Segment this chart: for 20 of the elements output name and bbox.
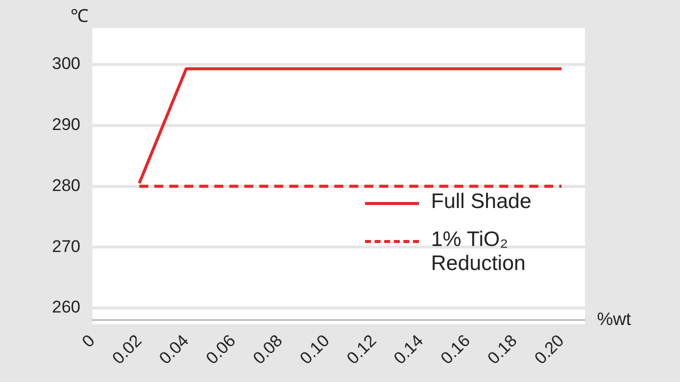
y-tick-label: 260 [52, 298, 80, 317]
x-tick-label: 0.12 [343, 331, 380, 368]
x-tick-label: 0.14 [390, 331, 427, 368]
x-tick-label: 0.06 [202, 331, 240, 368]
x-tick-label: 0.18 [484, 331, 521, 368]
y-axis-title: ℃ [70, 6, 88, 26]
y-tick-label: 270 [52, 236, 80, 256]
x-tick-label: 0.20 [530, 331, 568, 368]
x-tick-label: 0.10 [296, 331, 334, 368]
legend-label: 1% TiO₂ Reduction [431, 228, 527, 276]
x-tick-label: 0.02 [108, 331, 146, 368]
x-tick-label: 0.04 [156, 331, 192, 368]
x-axis-title: %wt [597, 309, 632, 330]
x-tick-label: 0.16 [437, 331, 474, 368]
x-tick-label: 0.08 [249, 331, 286, 368]
x-tick-label: 0 [78, 331, 99, 352]
legend-label: Full Shade [431, 190, 532, 214]
y-tick-label: 300 [52, 54, 80, 74]
y-tick-label: 290 [52, 115, 80, 134]
y-tick-label: 280 [52, 176, 80, 195]
